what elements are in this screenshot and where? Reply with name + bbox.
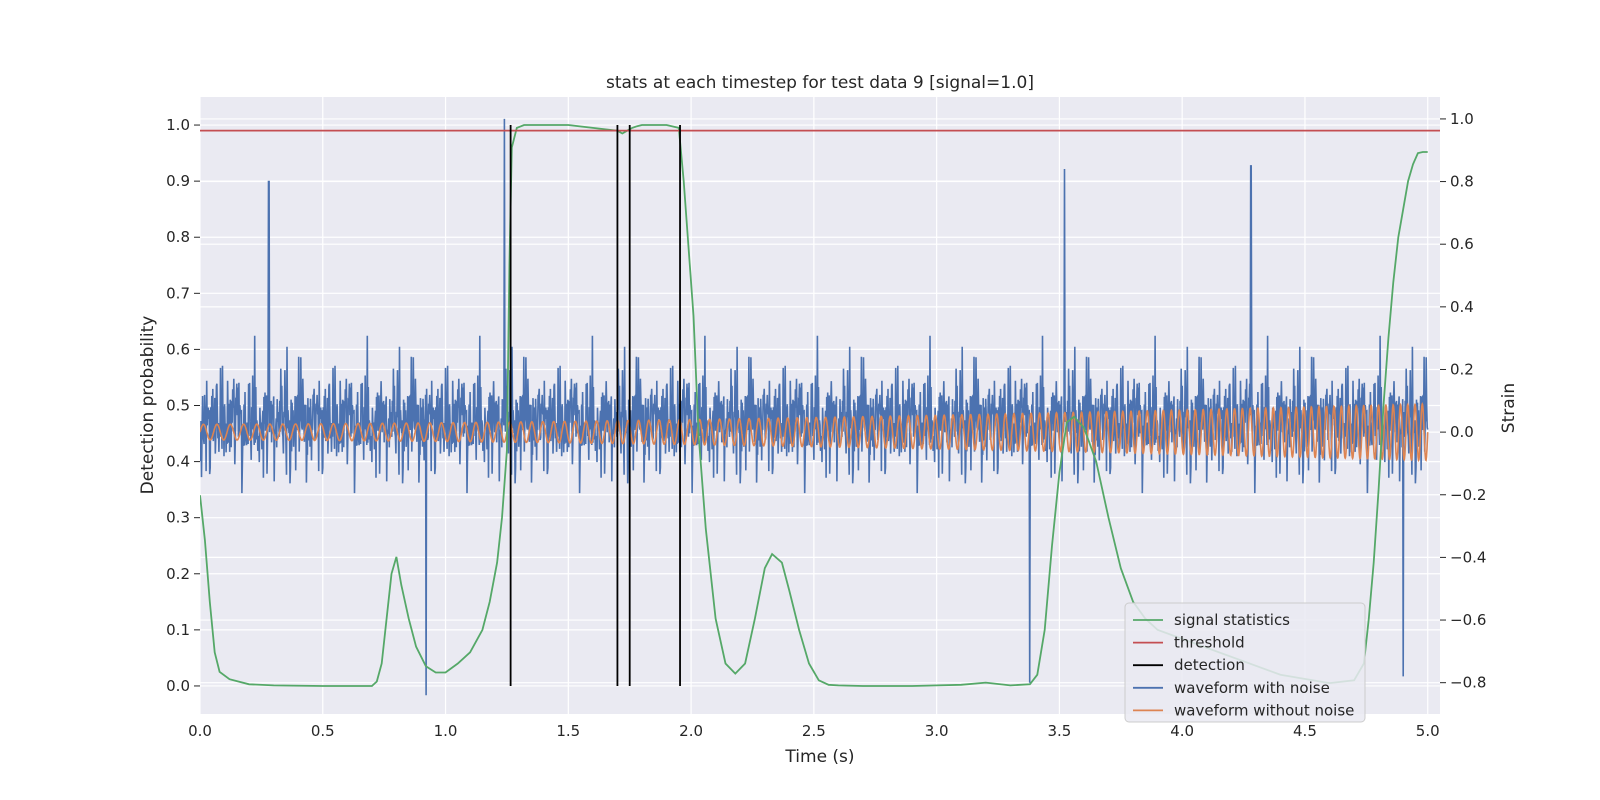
y-tick-label-left: 0.6 bbox=[166, 340, 190, 358]
y-tick-label-right: −0.6 bbox=[1450, 611, 1486, 629]
chart-title: stats at each timestep for test data 9 [… bbox=[606, 73, 1034, 93]
x-axis-label: Time (s) bbox=[784, 747, 854, 767]
y-tick-label-left: 0.9 bbox=[166, 172, 190, 190]
series-waveform-with-noise bbox=[200, 118, 1429, 696]
y-tick-label-left: 0.8 bbox=[166, 228, 190, 246]
y-tick-label-right: 0.4 bbox=[1450, 298, 1474, 316]
y-tick-label-right: −0.4 bbox=[1450, 548, 1486, 566]
y-ticks-right: −0.8 −0.6 −0.4 −0.2 0.0 0.2 0.4 0.6 0.8 1.0 bbox=[1440, 110, 1486, 692]
legend: signal statistics threshold detection wavef… bbox=[1124, 602, 1366, 723]
y-tick-label-left: 0.1 bbox=[166, 621, 190, 639]
x-tick-label: 1.0 bbox=[434, 722, 458, 740]
x-tick-label: 3.0 bbox=[925, 722, 949, 740]
y-tick-label-left: 0.3 bbox=[166, 509, 190, 527]
y-tick-label-right: −0.8 bbox=[1450, 674, 1486, 692]
y-tick-label-right: 0.0 bbox=[1450, 423, 1474, 441]
y-tick-label-right: 0.8 bbox=[1450, 173, 1474, 191]
y-tick-label-right: −0.2 bbox=[1450, 486, 1486, 504]
y-axis-label-left: Detection probability bbox=[138, 316, 158, 495]
x-tick-label: 2.5 bbox=[802, 722, 826, 740]
x-tick-label: 2.0 bbox=[679, 722, 703, 740]
grid-y bbox=[200, 118, 1440, 687]
y-tick-label-left: 0.2 bbox=[166, 565, 190, 583]
y-tick-label-right: 1.0 bbox=[1450, 110, 1474, 128]
y-tick-label-left: 0.0 bbox=[166, 677, 190, 695]
series-waveform-without-noise bbox=[200, 402, 1429, 463]
legend-label: waveform with noise bbox=[1174, 679, 1330, 697]
y-ticks-left: 0.0 0.1 0.2 0.3 0.4 0.5 0.6 0.7 0.8 0.9 1.0 bbox=[166, 116, 200, 695]
y-tick-label-right: 0.6 bbox=[1450, 235, 1474, 253]
x-tick-label: 4.5 bbox=[1293, 722, 1317, 740]
legend-label: signal statistics bbox=[1174, 611, 1290, 629]
legend-label: waveform without noise bbox=[1174, 701, 1354, 719]
legend-label: threshold bbox=[1174, 634, 1245, 652]
x-tick-label: 5.0 bbox=[1416, 722, 1440, 740]
x-tick-label: 0.0 bbox=[188, 722, 212, 740]
y-axis-label-right: Strain bbox=[1499, 383, 1519, 433]
y-tick-label-left: 1.0 bbox=[166, 116, 190, 134]
y-tick-label-left: 0.4 bbox=[166, 453, 190, 471]
x-tick-label: 0.5 bbox=[311, 722, 335, 740]
legend-label: detection bbox=[1174, 656, 1245, 674]
x-tick-label: 1.5 bbox=[556, 722, 580, 740]
y-tick-label-left: 0.7 bbox=[166, 284, 190, 302]
x-tick-label: 4.0 bbox=[1170, 722, 1194, 740]
y-tick-label-left: 0.5 bbox=[166, 397, 190, 415]
y-tick-label-right: 0.2 bbox=[1450, 360, 1474, 378]
x-ticks: 0.0 0.5 1.0 1.5 2.0 2.5 3.0 3.5 4.0 4.5 5.0 bbox=[188, 722, 1440, 740]
x-tick-label: 3.5 bbox=[1047, 722, 1071, 740]
legend-box bbox=[1124, 602, 1366, 723]
